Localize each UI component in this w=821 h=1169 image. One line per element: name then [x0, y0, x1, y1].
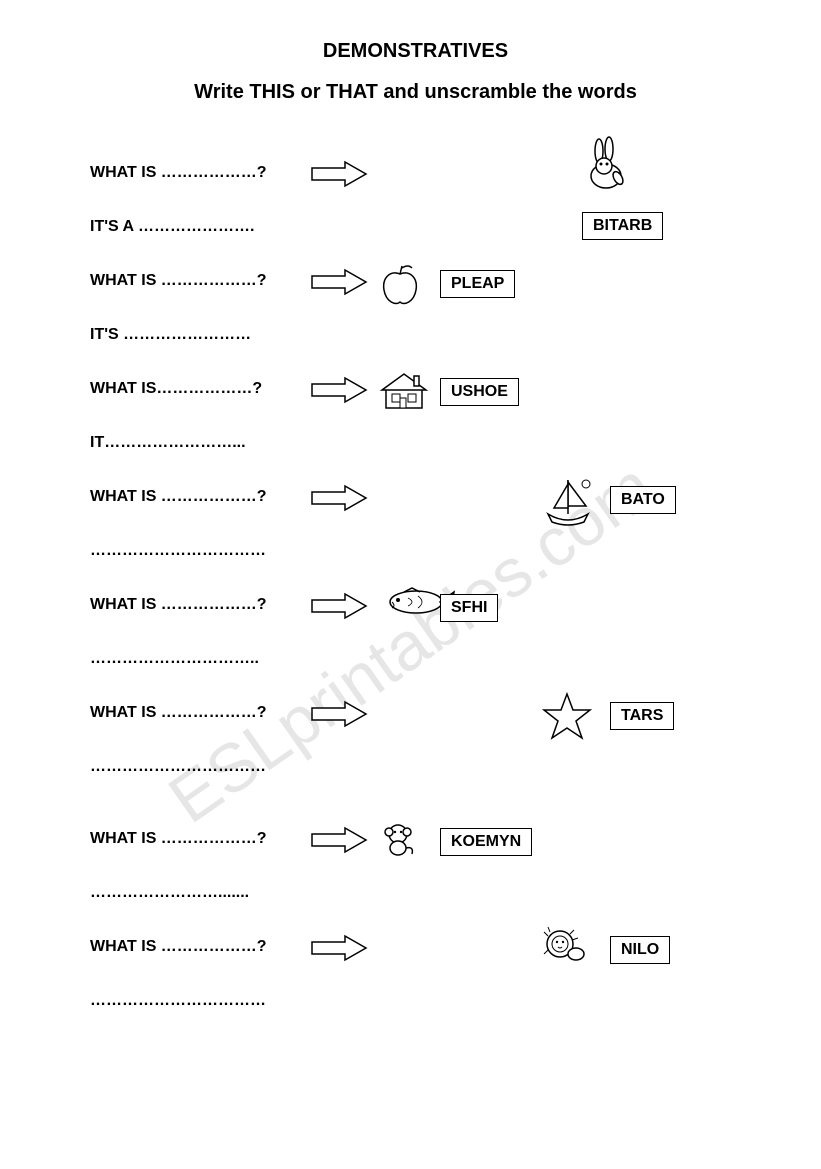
answer-text: IT……………………...: [90, 434, 246, 452]
rabbit-icon: [576, 136, 636, 201]
monkey-icon: [378, 818, 418, 863]
answer-text: …………………….......: [90, 884, 249, 902]
arrow-icon: [310, 376, 370, 404]
answer-row: ……………………………: [90, 532, 741, 582]
question-text: WHAT IS ………………?: [90, 488, 267, 506]
answer-row: ……………………………: [90, 748, 741, 798]
answer-text: …………………………..: [90, 650, 259, 668]
scrambled-word-box: BATO: [610, 486, 676, 514]
house-icon: [378, 368, 430, 417]
arrow-icon: [310, 484, 370, 512]
answer-row: …………………….......: [90, 874, 741, 924]
question-text: WHAT IS ………………?: [90, 938, 267, 956]
star-icon: [540, 690, 594, 749]
question-text: WHAT IS ………………?: [90, 272, 267, 290]
arrow-icon: [310, 934, 370, 962]
question-row: WHAT IS ………………? KOEMYN: [90, 820, 741, 870]
question-text: WHAT IS ………………?: [90, 164, 267, 182]
page-title: DEMONSTRATIVES: [90, 40, 741, 63]
question-text: WHAT IS ………………?: [90, 704, 267, 722]
question-text: WHAT IS ………………?: [90, 596, 267, 614]
scrambled-word-box: KOEMYN: [440, 828, 532, 856]
answer-row: IT'S ……………………: [90, 316, 741, 366]
answer-text: ……………………………: [90, 542, 266, 560]
question-row: WHAT IS………………? USHOE: [90, 370, 741, 420]
answer-text: IT'S ……………………: [90, 326, 251, 344]
question-row: WHAT IS ………………? BATO: [90, 478, 741, 528]
question-text: WHAT IS ………………?: [90, 830, 267, 848]
arrow-icon: [310, 268, 370, 296]
scrambled-word-box: USHOE: [440, 378, 519, 406]
boat-icon: [540, 474, 596, 535]
scrambled-word-box: SFHI: [440, 594, 498, 622]
scrambled-word-box: BITARB: [582, 212, 663, 240]
answer-row: IT'S A …………………. BITARB: [90, 208, 741, 258]
answer-text: ……………………………: [90, 992, 266, 1010]
question-row: WHAT IS ………………? NILO: [90, 928, 741, 978]
lion-icon: [540, 924, 588, 969]
answer-row: ……………………………: [90, 982, 741, 1032]
answer-text: ……………………………: [90, 758, 266, 776]
page-subtitle: Write THIS or THAT and unscramble the wo…: [90, 81, 741, 104]
answer-row: …………………………..: [90, 640, 741, 690]
scrambled-word-box: PLEAP: [440, 270, 515, 298]
arrow-icon: [310, 826, 370, 854]
scrambled-word-box: NILO: [610, 936, 670, 964]
question-row: WHAT IS ………………? SFHI: [90, 586, 741, 636]
scrambled-word-box: TARS: [610, 702, 674, 730]
question-row: WHAT IS ………………? PLEAP: [90, 262, 741, 312]
answer-text: IT'S A ………………….: [90, 218, 254, 236]
question-row: WHAT IS ………………? TARS: [90, 694, 741, 744]
arrow-icon: [310, 160, 370, 188]
apple-icon: [378, 260, 422, 313]
arrow-icon: [310, 700, 370, 728]
question-row: WHAT IS ………………?: [90, 154, 741, 204]
answer-row: IT……………………...: [90, 424, 741, 474]
question-text: WHAT IS………………?: [90, 380, 262, 398]
arrow-icon: [310, 592, 370, 620]
